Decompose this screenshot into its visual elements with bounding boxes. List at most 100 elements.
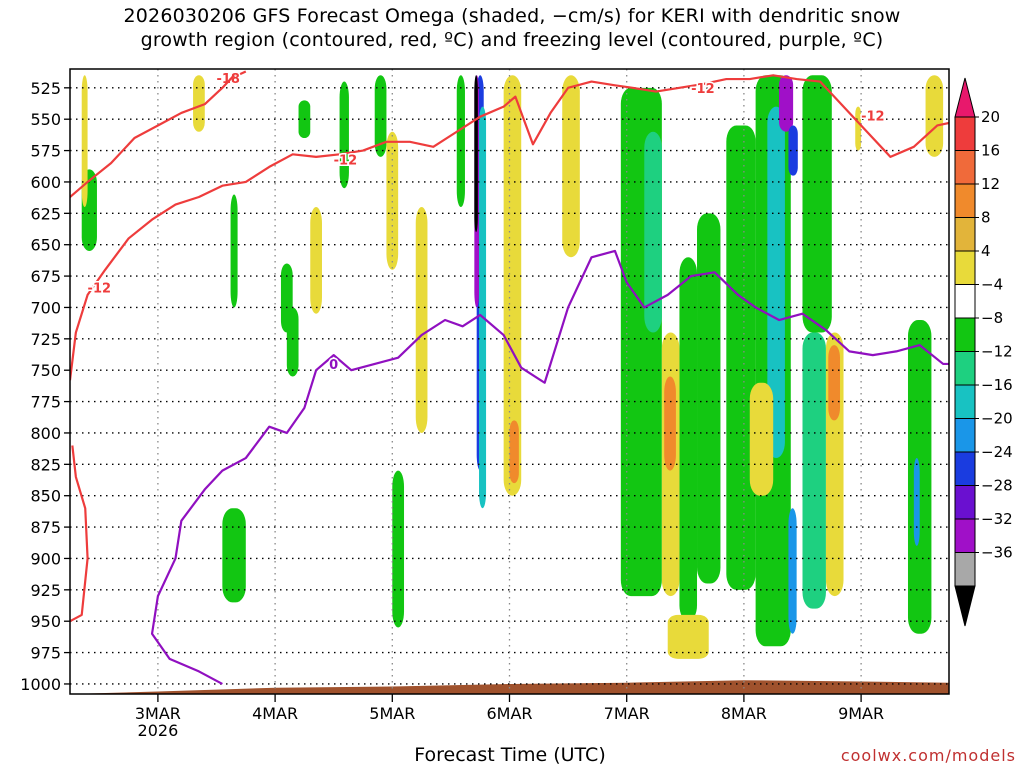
colorbar-label: 12 xyxy=(981,175,1000,193)
omega-patch xyxy=(193,75,205,132)
omega-patch xyxy=(509,420,519,484)
omega-patch xyxy=(474,75,478,233)
omega-patch xyxy=(81,75,88,208)
x-tick-label: 7MAR xyxy=(604,704,650,723)
colorbar: 20 16 12 8 4 −4 −8 −12 −16 −20 −24 −28 −32 −36 xyxy=(954,77,1013,627)
colorbar-label: −28 xyxy=(981,477,1013,495)
omega-patch xyxy=(667,614,709,659)
freezing-contour-label: 0 xyxy=(329,358,338,373)
omega-patch xyxy=(779,75,794,132)
omega-patch xyxy=(479,106,487,509)
colorbar-bin xyxy=(954,418,976,453)
omega-patch xyxy=(562,75,580,258)
y-tick-label: 650 xyxy=(30,236,61,255)
colorbar-label: −20 xyxy=(981,410,1013,428)
x-tick-label: 8MAR xyxy=(721,704,767,723)
x-tick-sublabel: 2026 xyxy=(138,721,179,740)
dendritic-contour-label: -12 xyxy=(691,82,715,97)
omega-patch xyxy=(386,131,399,270)
colorbar-bin xyxy=(954,250,976,285)
colorbar-label: −12 xyxy=(981,343,1013,361)
contours: -18 -12 -12 -12 -12 0 xyxy=(70,70,949,685)
omega-patch xyxy=(664,376,676,471)
y-tick-label: 600 xyxy=(30,173,61,192)
chart-title: 2026030206 GFS Forecast Omega (shaded, −… xyxy=(0,4,1024,52)
colorbar-bin xyxy=(954,351,976,386)
omega-patch xyxy=(802,75,832,333)
dendritic-contour-line xyxy=(70,74,949,381)
omega-patch xyxy=(644,131,662,333)
x-tick-label: 6MAR xyxy=(486,704,532,723)
omega-patch xyxy=(222,508,246,603)
omega-patch xyxy=(828,345,841,421)
colorbar-bin xyxy=(954,183,976,218)
y-tick-label: 675 xyxy=(30,267,61,286)
y-tick-label: 875 xyxy=(30,518,61,537)
y-tick-label: 825 xyxy=(30,455,61,474)
x-axis-title: Forecast Time (UTC) xyxy=(414,744,606,766)
colorbar-bin xyxy=(954,485,976,520)
colorbar-over-triangle xyxy=(954,77,976,118)
omega-patch xyxy=(749,382,774,496)
title-line-1: 2026030206 GFS Forecast Omega (shaded, −… xyxy=(123,5,901,27)
omega-patch xyxy=(788,125,798,176)
colorbar-label: 8 xyxy=(981,209,991,227)
dendritic-contour-line xyxy=(70,74,235,198)
x-tick-label: 4MAR xyxy=(252,704,298,723)
y-tick-label: 525 xyxy=(30,79,61,98)
dendritic-contour-label: -12 xyxy=(334,153,358,168)
colorbar-label: 4 xyxy=(981,242,991,260)
y-tick-label: 925 xyxy=(30,581,61,600)
colorbar-label: −16 xyxy=(981,376,1013,394)
x-tick-label: 5MAR xyxy=(369,704,415,723)
colorbar-label: 20 xyxy=(981,108,1000,126)
colorbar-bin xyxy=(954,116,976,151)
omega-patch xyxy=(415,207,428,433)
freezing-contour-line xyxy=(150,249,949,685)
omega-patch xyxy=(925,75,944,157)
y-tick-label: 975 xyxy=(30,644,61,663)
colorbar-bin xyxy=(954,552,976,587)
dendritic-contour-label: -12 xyxy=(88,281,112,296)
y-tick-label: 700 xyxy=(30,298,61,317)
y-tick-label: 950 xyxy=(30,612,61,631)
omega-patch xyxy=(697,213,721,584)
dendritic-contour-label: -12 xyxy=(861,109,885,124)
credit-link[interactable]: coolwx.com/models xyxy=(840,746,1016,765)
x-tick-label: 3MAR xyxy=(135,704,181,723)
y-tick-label: 850 xyxy=(30,487,61,506)
omega-patch xyxy=(802,332,826,609)
omega-patch xyxy=(374,75,387,157)
y-tick-label: 625 xyxy=(30,204,61,223)
omega-patch xyxy=(855,106,862,151)
omega-patch xyxy=(230,194,238,308)
colorbar-label: −24 xyxy=(981,443,1013,461)
omega-patch xyxy=(339,81,349,189)
axes: 525 550 575 600 625 650 675 700 725 750 775 800 825 8… xyxy=(20,68,950,740)
y-tick-label: 575 xyxy=(30,142,61,161)
omega-patch xyxy=(392,470,405,628)
y-tick-label: 725 xyxy=(30,330,61,349)
omega-patch xyxy=(767,106,785,459)
colorbar-label: −36 xyxy=(981,544,1013,562)
dendritic-contour-label: -18 xyxy=(216,72,240,87)
y-tick-label: 750 xyxy=(30,361,61,380)
omega-patch xyxy=(913,458,920,546)
omega-patch xyxy=(503,75,522,496)
omega-patch xyxy=(726,125,756,590)
y-tick-label: 775 xyxy=(30,393,61,412)
y-tick-label: 550 xyxy=(30,110,61,129)
colorbar-bin xyxy=(954,384,976,419)
y-tick-label: 900 xyxy=(30,549,61,568)
y-tick-label: 1000 xyxy=(20,675,61,694)
colorbar-label: −8 xyxy=(981,309,1003,327)
colorbar-under-triangle xyxy=(954,585,976,627)
colorbar-bin xyxy=(954,150,976,185)
omega-patch xyxy=(286,307,299,377)
colorbar-label: 16 xyxy=(981,142,1000,160)
omega-patch xyxy=(788,508,797,634)
omega-shading xyxy=(81,75,944,659)
dendritic-contour-line xyxy=(70,445,89,623)
colorbar-bin xyxy=(954,284,976,319)
